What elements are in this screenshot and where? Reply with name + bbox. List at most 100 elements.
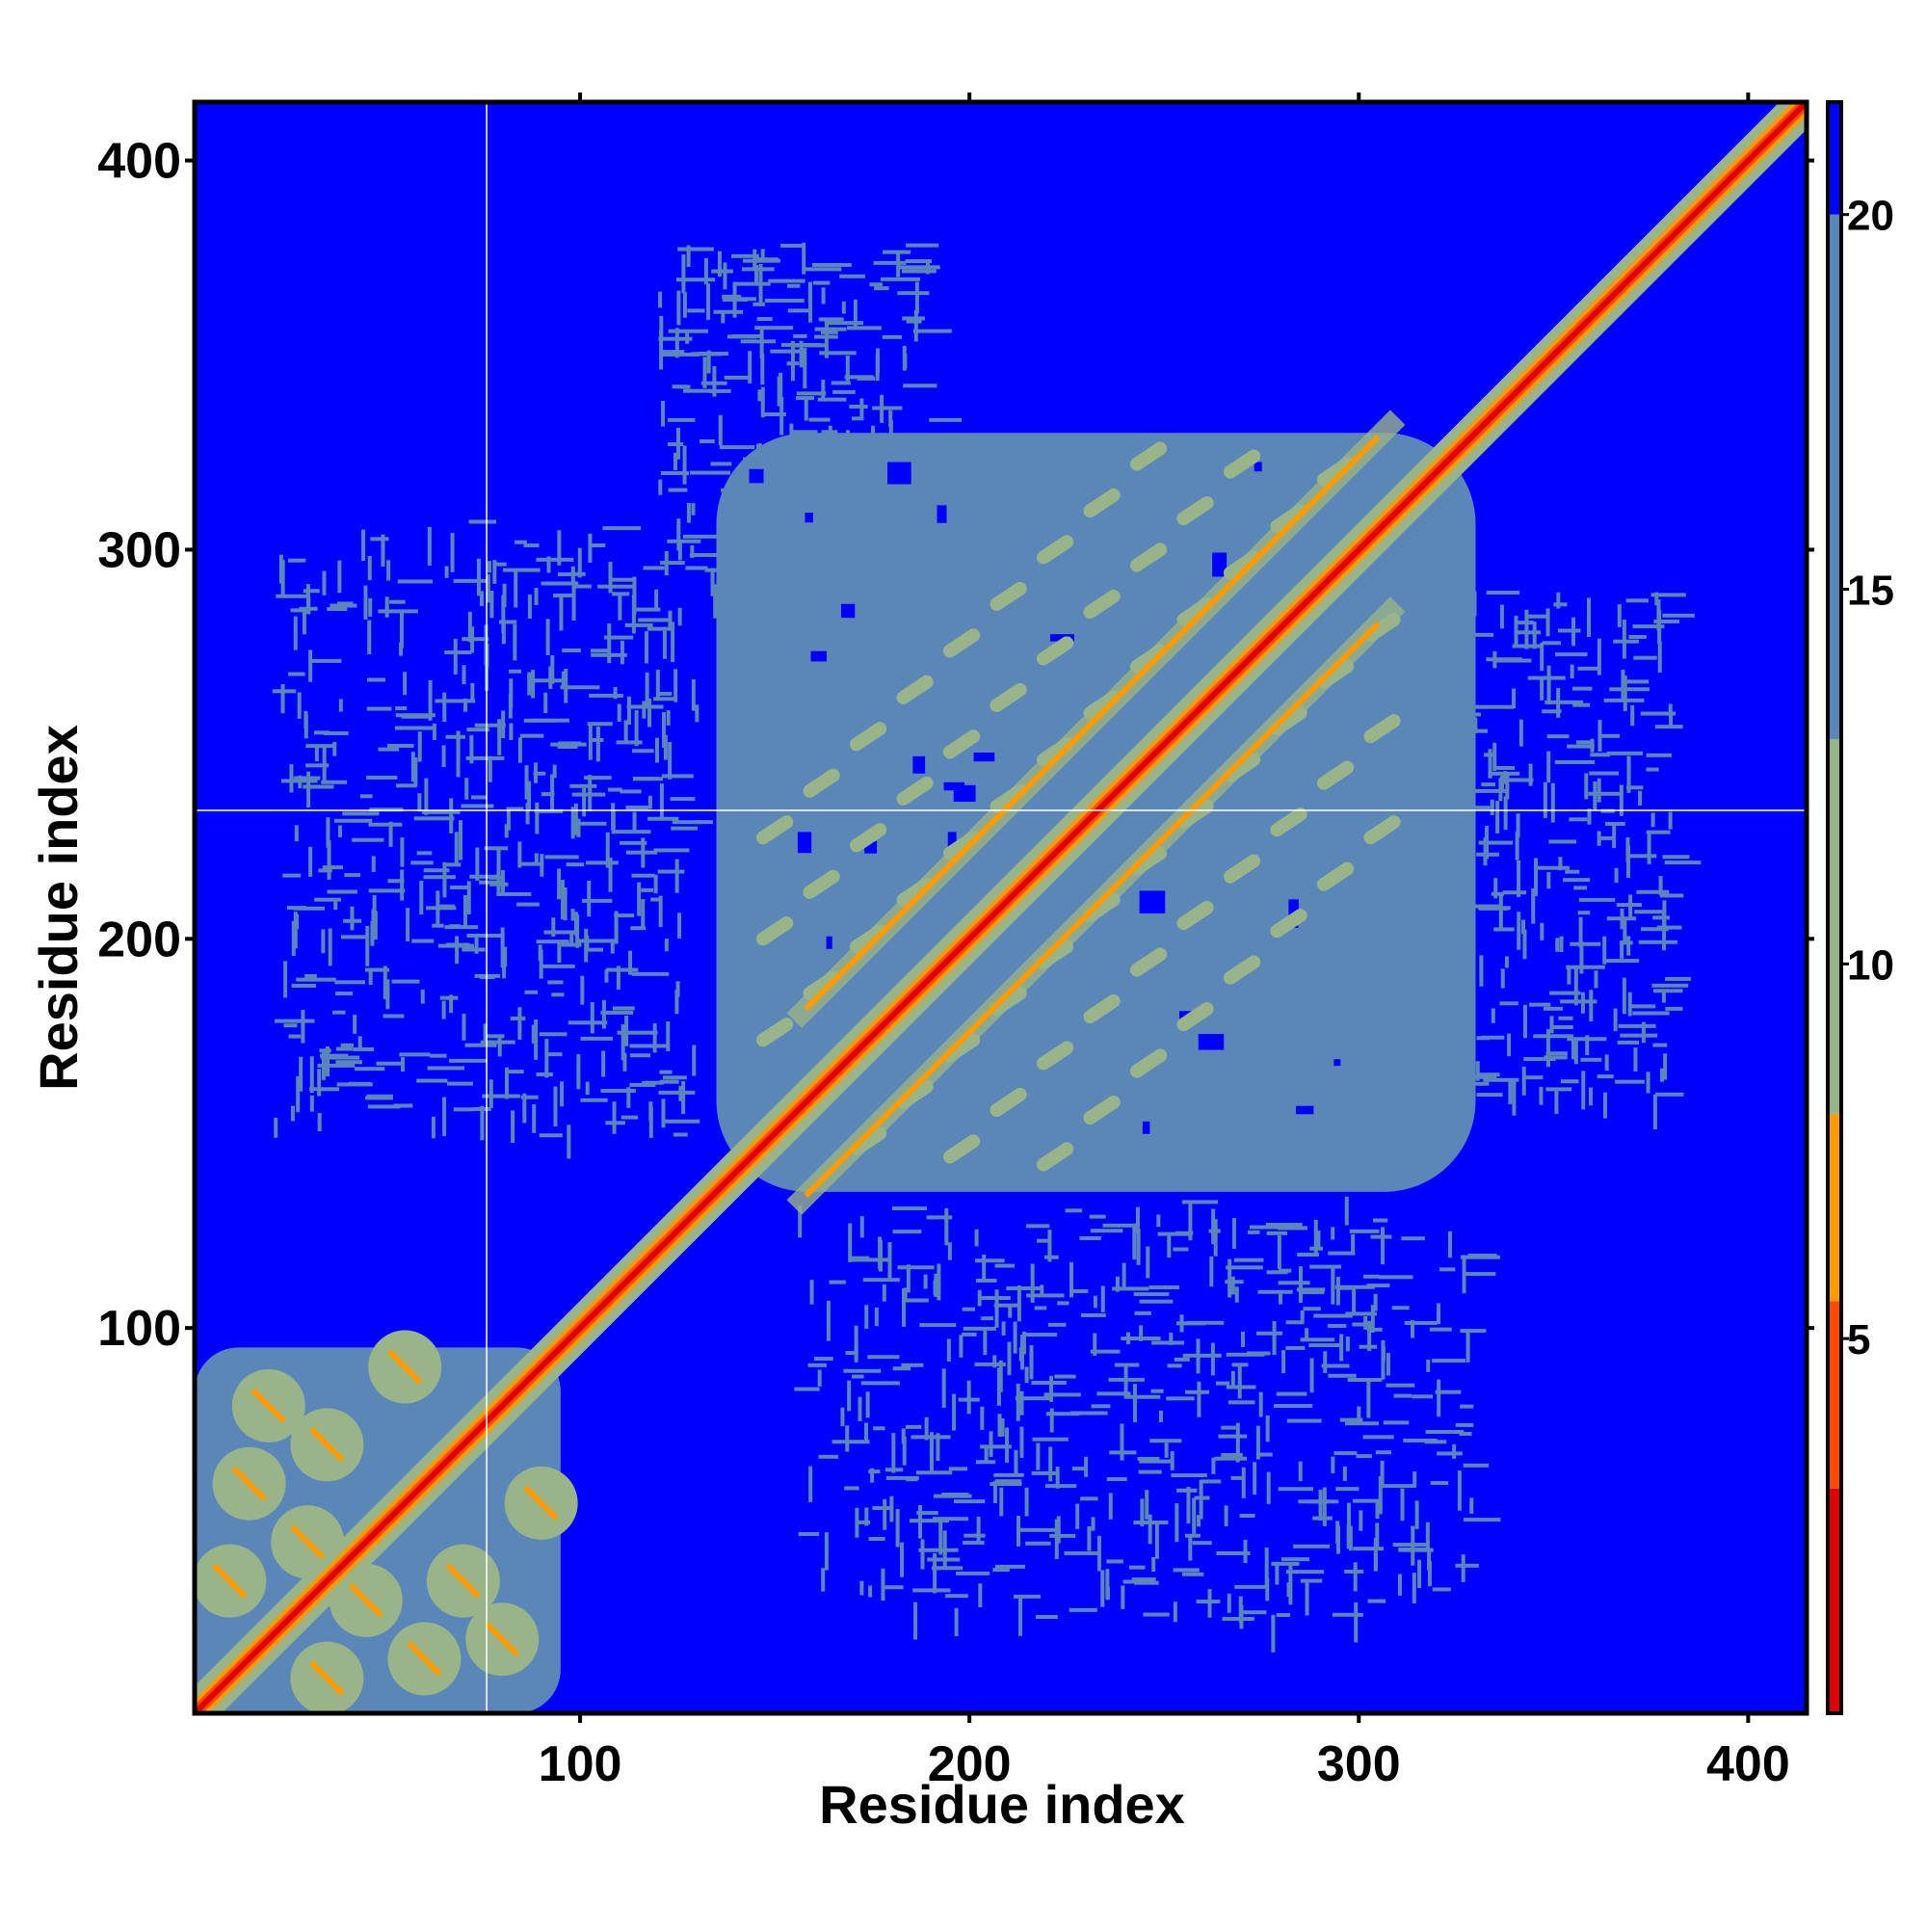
sparse-contact [1339,1417,1357,1422]
sparse-contact [569,571,586,576]
sparse-contact [867,1355,900,1360]
sparse-contact [365,967,390,972]
band-segment [1270,909,1307,939]
sparse-contact [432,923,444,928]
sparse-contact [844,473,849,490]
sparse-contact [626,1087,631,1108]
sparse-contact [501,595,506,633]
sparse-contact [1632,624,1665,629]
sparse-contact [1602,1092,1607,1119]
sparse-contact [758,549,763,574]
sparse-contact [553,593,573,597]
sparse-contact [860,534,865,548]
sparse-contact [288,672,305,676]
sparse-contact [1169,1332,1174,1345]
sparse-contact [1316,1231,1321,1248]
sparse-contact [1331,1456,1335,1473]
sparse-contact [858,570,862,600]
sparse-contact [843,1368,882,1373]
sparse-contact [818,561,823,574]
sparse-contact [743,258,780,263]
sparse-contact [963,1326,996,1331]
sparse-contact [1024,1366,1029,1384]
sparse-contact [1071,1467,1086,1471]
band-segment [1363,815,1401,845]
sparse-contact [595,726,600,762]
sparse-contact [585,935,590,950]
contact-stripe [348,1582,384,1619]
sparse-contact [416,1078,448,1083]
sparse-contact [450,886,470,890]
sparse-contact [1367,1599,1386,1603]
sparse-contact [1134,1310,1151,1315]
sparse-contact [1386,1352,1390,1376]
sparse-contact [799,340,804,368]
sparse-contact [1225,1280,1244,1284]
sparse-contact [1354,1601,1359,1643]
sparse-contact [1576,740,1593,745]
sparse-contact [903,495,908,537]
sparse-contact [403,672,408,696]
sparse-contact [553,1086,558,1126]
sparse-contact [444,566,449,578]
sparse-contact [709,388,731,393]
sparse-contact [675,981,680,997]
sparse-contact [368,888,406,893]
sparse-contact [1156,1214,1161,1228]
sparse-contact [1546,665,1551,705]
sparse-contact [1213,1219,1218,1257]
contact-stripe [523,1485,559,1522]
sparse-contact [533,762,538,783]
sparse-contact [1024,1487,1029,1517]
sparse-contact [732,281,771,286]
sparse-contact [1467,728,1489,733]
sparse-contact [1534,858,1539,896]
sparse-contact [454,832,459,866]
sparse-contact [386,560,391,581]
sparse-contact [630,926,647,931]
sparse-contact [371,856,376,872]
sparse-contact [1064,1550,1099,1555]
sparse-contact [962,1307,976,1311]
sparse-contact [685,566,708,570]
sparse-contact [1241,1467,1246,1498]
sparse-contact [780,243,805,248]
sparse-contact [954,1607,959,1636]
sparse-contact [661,352,700,357]
sparse-contact [1560,999,1597,1004]
sparse-contact [1087,1525,1092,1551]
sparse-contact [674,990,679,1015]
sparse-contact [1266,1231,1288,1235]
sparse-contact [644,631,648,664]
sparse-contact [888,419,893,444]
sparse-contact [773,496,778,532]
sparse-contact [612,1101,617,1134]
sparse-contact [560,685,600,690]
sparse-contact [803,348,807,389]
sparse-contact [557,941,562,964]
sparse-contact [1404,1320,1438,1325]
sparse-contact [982,1254,987,1280]
sparse-contact [654,589,659,609]
sparse-contact [545,1052,563,1057]
sparse-contact [962,1332,977,1337]
sparse-contact [1249,1225,1290,1230]
sparse-contact [1173,1601,1177,1623]
sparse-contact [280,779,318,783]
sparse-contact [883,1498,887,1530]
sparse-contact [980,1296,1011,1301]
sparse-contact [368,597,373,617]
band-segment [755,1018,794,1047]
sparse-contact [546,556,551,573]
sparse-contact [1657,641,1662,674]
sparse-contact [1265,1577,1270,1601]
sparse-contact [1139,1325,1144,1341]
sparse-contact [1106,1559,1123,1564]
sparse-contact [1380,1460,1385,1489]
sparse-contact [848,1223,853,1262]
sparse-contact [333,818,373,823]
sparse-contact [603,635,634,640]
sparse-contact [641,898,646,929]
sparse-contact [1486,591,1520,595]
